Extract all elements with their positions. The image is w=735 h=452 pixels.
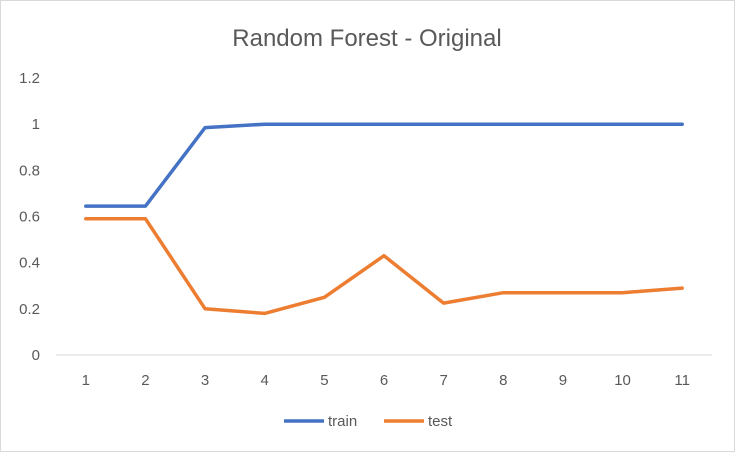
x-tick-label: 8	[499, 372, 507, 389]
legend-label: test	[428, 413, 453, 430]
series-line-train	[84, 122, 684, 208]
x-tick-label: 1	[82, 372, 90, 389]
legend-item-train: train	[284, 413, 357, 430]
chart-title: Random Forest - Original	[232, 25, 501, 52]
x-axis-ticks: 1 2 3 4 5 6 7 8 9 10 11	[82, 372, 690, 389]
x-tick-label: 7	[439, 372, 447, 389]
x-tick-label: 11	[674, 372, 690, 389]
y-axis-ticks: 0 0.2 0.4 0.6 0.8 1 1.2	[19, 70, 40, 364]
x-tick-label: 9	[559, 372, 567, 389]
legend-label: train	[328, 413, 357, 430]
y-tick-label: 0	[32, 347, 40, 364]
y-tick-label: 1	[32, 116, 40, 133]
series-lines	[84, 122, 684, 316]
series-line-test	[84, 217, 684, 316]
x-tick-label: 10	[614, 372, 631, 389]
x-tick-label: 2	[141, 372, 149, 389]
x-tick-label: 6	[380, 372, 388, 389]
y-tick-label: 1.2	[19, 70, 40, 87]
y-tick-label: 0.6	[19, 209, 40, 226]
y-tick-label: 0.8	[19, 162, 40, 179]
y-tick-label: 0.4	[19, 255, 40, 272]
x-tick-label: 3	[201, 372, 209, 389]
y-tick-label: 0.2	[19, 301, 40, 318]
legend: train test	[284, 413, 453, 430]
x-tick-label: 4	[261, 372, 269, 389]
legend-item-test: test	[384, 413, 453, 430]
x-tick-label: 5	[320, 372, 328, 389]
